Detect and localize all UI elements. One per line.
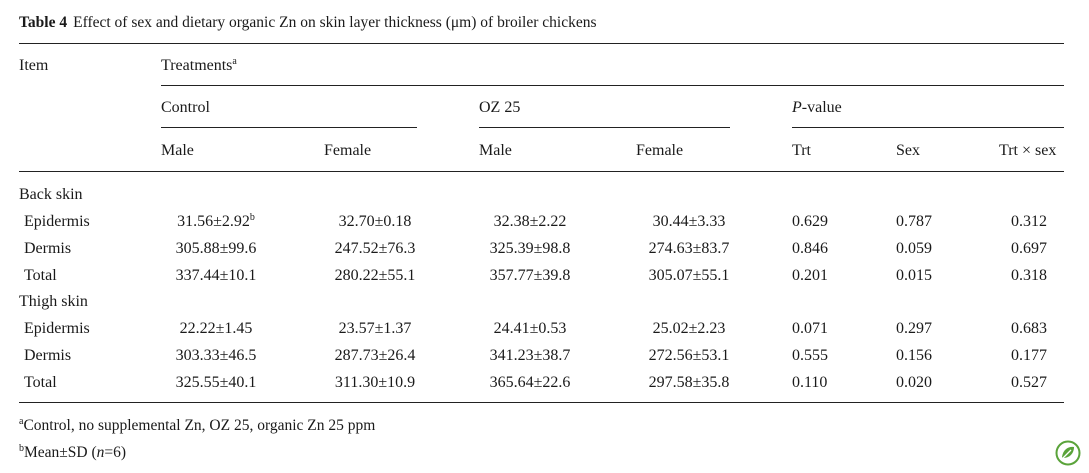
cell-oz-male: 325.39±98.8 [489, 240, 571, 257]
header-female-control: Female [324, 142, 372, 159]
footnote-b: bMean±SD (n=6) [19, 443, 127, 462]
header-item: Item [19, 57, 49, 74]
cell-control-female: 23.57±1.37 [338, 320, 412, 337]
header-male-oz25: Male [479, 142, 512, 159]
cell-oz-male: 365.64±22.6 [489, 374, 571, 391]
section-label-back-skin: Back skin [19, 186, 83, 203]
top-rule [19, 43, 1064, 44]
section-label-thigh-skin: Thigh skin [19, 293, 88, 310]
cell-p-sex: 0.787 [896, 213, 932, 230]
row-item: Dermis [24, 347, 72, 364]
cell-p-trt-sex: 0.177 [1011, 347, 1047, 364]
table-title: Effect of sex and dietary organic Zn on … [73, 14, 597, 31]
treatments-rule [161, 85, 1064, 86]
cell-control-male: 325.55±40.1 [175, 374, 257, 391]
cell-oz-female: 305.07±55.1 [648, 267, 730, 284]
header-control: Control [161, 99, 210, 116]
oz25-rule [479, 127, 730, 128]
bottom-rule [19, 402, 1064, 403]
header-treatments: Treatmentsa [161, 56, 237, 75]
cell-oz-male: 24.41±0.53 [493, 320, 567, 337]
cell-oz-male: 32.38±2.22 [493, 213, 567, 230]
cell-control-male: 22.22±1.45 [179, 320, 253, 337]
cell-p-sex: 0.059 [896, 240, 932, 257]
cell-p-trt: 0.110 [792, 374, 828, 391]
header-trt: Trt [792, 142, 811, 159]
row-item: Dermis [24, 240, 72, 257]
cell-p-trt-sex: 0.697 [1011, 240, 1047, 257]
header-oz25: OZ 25 [479, 99, 521, 116]
cell-p-trt-sex: 0.312 [1011, 213, 1047, 230]
cell-control-female: 311.30±10.9 [334, 374, 416, 391]
header-male-control: Male [161, 142, 194, 159]
row-item: Total [24, 374, 57, 391]
cell-p-trt-sex: 0.318 [1011, 267, 1047, 284]
cell-control-female: 32.70±0.18 [338, 213, 412, 230]
cell-control-female: 287.73±26.4 [334, 347, 416, 364]
footnote-a: aControl, no supplemental Zn, OZ 25, org… [19, 416, 376, 435]
header-bottom-rule [19, 171, 1064, 172]
cell-oz-female: 274.63±83.7 [648, 240, 730, 257]
springer-leaf-icon [1055, 440, 1081, 466]
cell-control-male: 337.44±10.1 [175, 267, 257, 284]
cell-control-male: 305.88±99.6 [175, 240, 257, 257]
cell-p-trt: 0.846 [792, 240, 828, 257]
cell-oz-female: 297.58±35.8 [648, 374, 730, 391]
cell-p-trt-sex: 0.683 [1011, 320, 1047, 337]
table-label: Table 4 [19, 14, 68, 31]
p-value-rule [792, 127, 1064, 128]
cell-control-male: 303.33±46.5 [175, 347, 257, 364]
cell-oz-male: 341.23±38.7 [489, 347, 571, 364]
cell-oz-male: 357.77±39.8 [489, 267, 571, 284]
cell-p-trt: 0.555 [792, 347, 828, 364]
header-sex: Sex [896, 142, 920, 159]
cell-oz-female: 272.56±53.1 [648, 347, 730, 364]
cell-p-sex: 0.020 [896, 374, 932, 391]
cell-p-trt-sex: 0.527 [1011, 374, 1047, 391]
cell-p-sex: 0.156 [896, 347, 932, 364]
cell-oz-female: 25.02±2.23 [652, 320, 726, 337]
cell-control-female: 247.52±76.3 [334, 240, 416, 257]
cell-p-trt: 0.071 [792, 320, 828, 337]
row-item: Epidermis [24, 320, 90, 337]
header-trt-sex: Trt × sex [999, 142, 1057, 159]
cell-p-sex: 0.015 [896, 267, 932, 284]
table-caption: Table 4 Effect of sex and dietary organic… [19, 14, 596, 32]
control-rule [161, 127, 417, 128]
header-female-oz25: Female [636, 142, 684, 159]
cell-control-male: 31.56±2.92b [177, 212, 255, 231]
cell-oz-female: 30.44±3.33 [652, 213, 726, 230]
cell-p-sex: 0.297 [896, 320, 932, 337]
cell-p-trt: 0.629 [792, 213, 828, 230]
row-item: Epidermis [24, 213, 90, 230]
cell-p-trt: 0.201 [792, 267, 828, 284]
header-p-value: P-value [792, 99, 842, 116]
row-item: Total [24, 267, 57, 284]
cell-control-female: 280.22±55.1 [334, 267, 416, 284]
